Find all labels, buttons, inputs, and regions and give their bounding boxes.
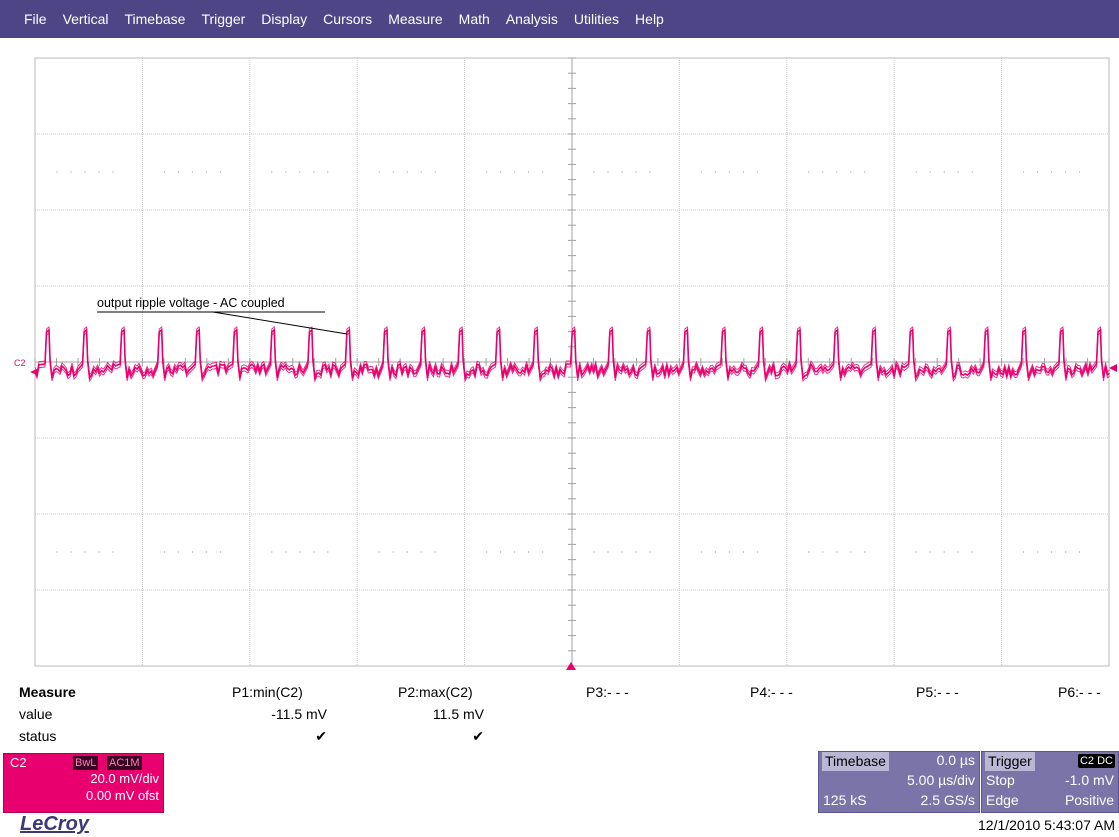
timestamp: 12/1/2010 5:43:07 AM <box>978 817 1115 833</box>
timebase-samples: 125 kS <box>823 792 867 808</box>
param-p4-label[interactable]: P4:- - - <box>750 684 793 700</box>
trigger-position-marker <box>566 662 576 670</box>
brand-logo: LeCroy <box>20 813 89 835</box>
param-p2-label[interactable]: P2:max(C2) <box>398 684 473 700</box>
param-p5-label[interactable]: P5:- - - <box>916 684 959 700</box>
annotation-leader-line <box>212 311 348 335</box>
waveform-annotation: output ripple voltage - AC coupled <box>97 296 285 310</box>
menu-item-vertical[interactable]: Vertical <box>62 11 109 27</box>
menu-item-cursors[interactable]: Cursors <box>323 11 373 27</box>
channel-c2-descriptor[interactable]: C2 BwL AC1M 20.0 mV/div 0.00 mV ofst <box>3 753 164 813</box>
waveform-trace-c2 <box>34 325 1110 383</box>
trigger-level: -1.0 mV <box>1064 772 1114 788</box>
timebase-scale: 5.00 µs/div <box>907 772 975 788</box>
menu-item-file[interactable]: File <box>24 11 47 27</box>
param-p1-status-check-icon: ✔ <box>315 728 327 744</box>
vertical-offset: 0.00 mV ofst <box>86 788 159 803</box>
menu-item-utilities[interactable]: Utilities <box>573 11 620 27</box>
menu-item-math[interactable]: Math <box>458 11 490 27</box>
bandwidth-limit-badge: BwL <box>73 756 99 770</box>
param-p6-label[interactable]: P6:- - - <box>1058 684 1101 700</box>
param-p3-label[interactable]: P3:- - - <box>586 684 629 700</box>
menu-bar: File Vertical Timebase Trigger Display Cursor… <box>0 0 1119 38</box>
menu-item-measure[interactable]: Measure <box>388 11 443 27</box>
trigger-title: Trigger <box>985 752 1035 771</box>
graticule-grid <box>34 57 1110 667</box>
menu-item-display[interactable]: Display <box>261 11 308 27</box>
trigger-level-marker <box>1109 364 1117 372</box>
trigger-type: Edge <box>986 792 1019 808</box>
menu-item-help[interactable]: Help <box>635 11 664 27</box>
param-p1-label[interactable]: P1:min(C2) <box>232 684 303 700</box>
channel-ground-marker <box>30 369 37 375</box>
menu-item-analysis[interactable]: Analysis <box>505 11 558 27</box>
menu-item-timebase[interactable]: Timebase <box>124 11 186 27</box>
menu-item-trigger[interactable]: Trigger <box>201 11 246 27</box>
param-p2-value: 11.5 mV <box>432 706 484 722</box>
timebase-delay: 0.0 µs <box>936 752 975 768</box>
trigger-mode: Stop <box>986 772 1015 788</box>
channel-marker-c2: C2 <box>14 358 26 368</box>
timebase-sample-rate: 2.5 GS/s <box>920 792 975 808</box>
coupling-badge: AC1M <box>107 756 142 770</box>
timebase-title: Timebase <box>822 752 889 771</box>
trigger-slope: Positive <box>1064 792 1114 808</box>
param-p2-status-check-icon: ✔ <box>472 728 484 744</box>
trigger-descriptor[interactable]: Trigger C2 DC Stop -1.0 mV Edge Positive <box>981 751 1119 813</box>
waveform-display[interactable]: C2 output ripple voltage - AC coupled <box>0 38 1119 670</box>
measure-title: Measure <box>19 684 76 700</box>
trigger-source-badge: C2 DC <box>1077 754 1115 768</box>
timebase-descriptor[interactable]: Timebase 0.0 µs 5.00 µs/div 125 kS 2.5 G… <box>818 751 980 813</box>
vertical-scale: 20.0 mV/div <box>90 771 159 786</box>
status-row-label: status <box>19 728 57 744</box>
value-row-label: value <box>19 706 53 722</box>
param-p1-value: -11.5 mV <box>271 706 327 722</box>
channel-name: C2 <box>10 755 27 770</box>
